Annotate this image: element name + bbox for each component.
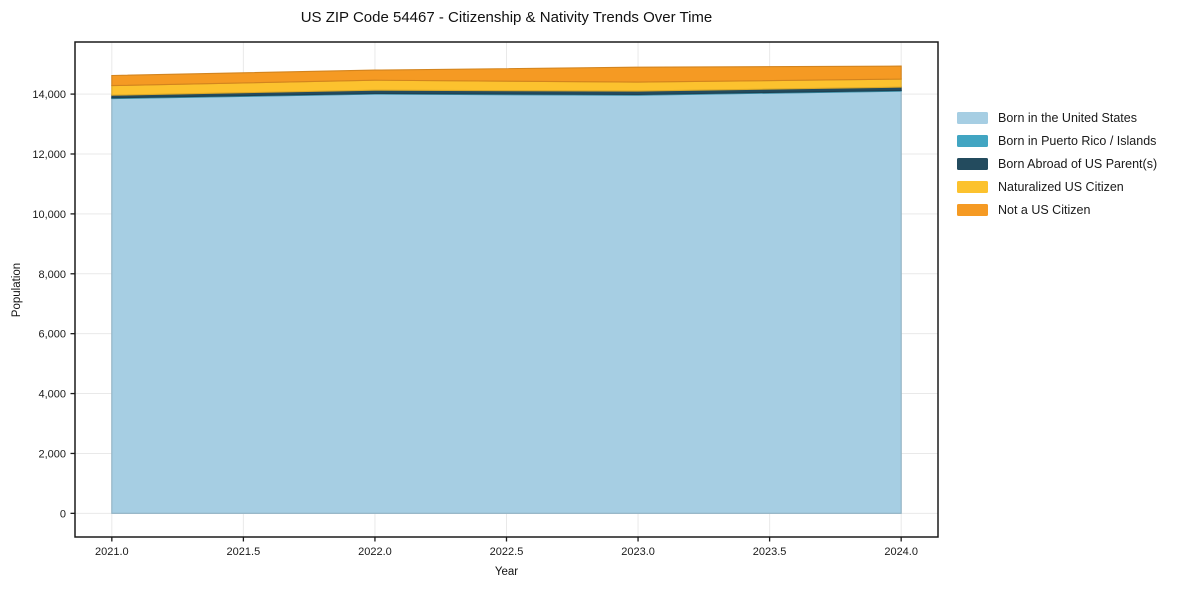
y-axis-label: Population xyxy=(11,262,23,318)
legend-label: Naturalized US Citizen xyxy=(998,179,1124,194)
legend-item: Born in the United States xyxy=(957,106,1157,129)
legend: Born in the United States Born in Puerto … xyxy=(957,106,1157,221)
x-tick-label: 2023.0 xyxy=(621,546,655,558)
y-tick-label: 2,000 xyxy=(38,448,66,460)
axes-ticks: 2021.0 2021.5 2022.0 2022.5 2023.0 2023.5 2024… xyxy=(32,89,918,558)
area-band xyxy=(111,65,902,87)
x-tick-label: 2022.0 xyxy=(358,546,392,558)
area-band xyxy=(111,90,902,514)
x-tick-label: 2021.0 xyxy=(95,546,129,558)
legend-item: Not a US Citizen xyxy=(957,198,1157,221)
legend-label: Born Abroad of US Parent(s) xyxy=(998,156,1158,171)
legend-item: Born in Puerto Rico / Islands xyxy=(957,129,1157,152)
y-tick-label: 0 xyxy=(60,508,66,520)
legend-label: Not a US Citizen xyxy=(998,202,1091,217)
legend-swatch xyxy=(957,111,988,124)
legend-swatch xyxy=(957,134,988,147)
legend-label: Born in the United States xyxy=(998,110,1137,125)
x-tick-label: 2021.5 xyxy=(227,546,261,558)
legend-item: Born Abroad of US Parent(s) xyxy=(957,152,1157,175)
y-tick-label: 6,000 xyxy=(38,329,66,341)
x-axis-label: Year xyxy=(494,566,519,578)
chart-title: US ZIP Code 54467 - Citizenship & Nativi… xyxy=(300,9,713,26)
legend-label: Born in Puerto Rico / Islands xyxy=(998,133,1157,148)
y-tick-label: 14,000 xyxy=(32,89,66,101)
y-tick-label: 12,000 xyxy=(32,149,66,161)
legend-swatch xyxy=(957,157,988,170)
x-tick-label: 2024.0 xyxy=(884,546,918,558)
x-tick-label: 2023.5 xyxy=(753,546,787,558)
x-tick-label: 2022.5 xyxy=(490,546,524,558)
legend-item: Naturalized US Citizen xyxy=(957,175,1157,198)
legend-swatch xyxy=(957,180,988,193)
y-tick-label: 4,000 xyxy=(38,389,66,401)
y-tick-label: 8,000 xyxy=(38,269,66,281)
legend-swatch xyxy=(957,203,988,216)
y-tick-label: 10,000 xyxy=(32,209,66,221)
